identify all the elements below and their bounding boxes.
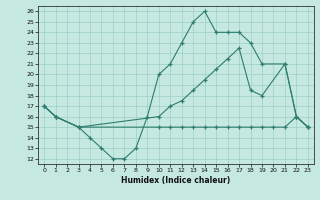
X-axis label: Humidex (Indice chaleur): Humidex (Indice chaleur) [121,176,231,185]
